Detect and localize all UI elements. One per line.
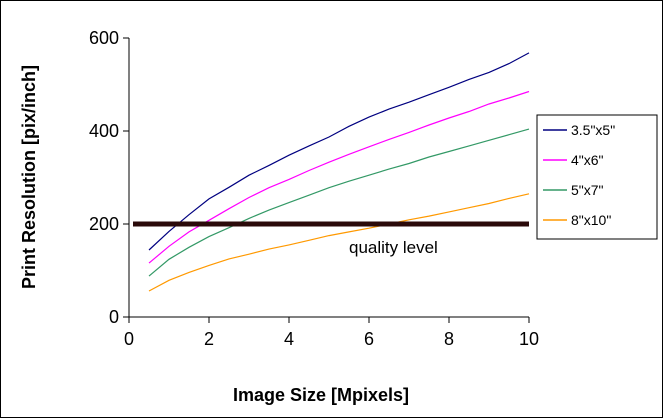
series-line-2 <box>148 90 530 264</box>
x-tick-label: 8 <box>444 329 454 349</box>
series-line-3 <box>148 128 530 277</box>
series-line-1 <box>148 52 530 251</box>
legend-label: 5"x7" <box>571 182 604 198</box>
y-tick-label: 0 <box>109 307 119 327</box>
legend-box <box>536 114 658 240</box>
y-tick-label: 200 <box>89 214 119 234</box>
legend-label: 3.5"x5" <box>571 122 615 138</box>
y-tick-label: 600 <box>89 28 119 48</box>
x-tick-label: 10 <box>519 329 539 349</box>
reference-line-layer: quality level <box>133 221 529 257</box>
legend: 3.5"x5" 4"x6" 5"x7" 8"x10" <box>536 114 658 240</box>
legend-label: 8"x10" <box>571 212 611 228</box>
x-axis-title: Image Size [Mpixels] <box>233 385 409 405</box>
x-tick-label: 4 <box>284 329 294 349</box>
x-tick-label: 6 <box>364 329 374 349</box>
y-tick-label: 400 <box>89 121 119 141</box>
quality-level-label: quality level <box>349 238 438 257</box>
series-layer <box>148 52 530 292</box>
axes: 0 200 400 600 0 2 4 6 8 10 <box>89 28 539 349</box>
x-tick-label: 0 <box>124 329 134 349</box>
x-tick-label: 2 <box>204 329 214 349</box>
legend-label: 4"x6" <box>571 152 604 168</box>
y-axis-title: Print Resolution [pix/inch] <box>19 65 39 289</box>
series-line-4 <box>148 193 530 292</box>
